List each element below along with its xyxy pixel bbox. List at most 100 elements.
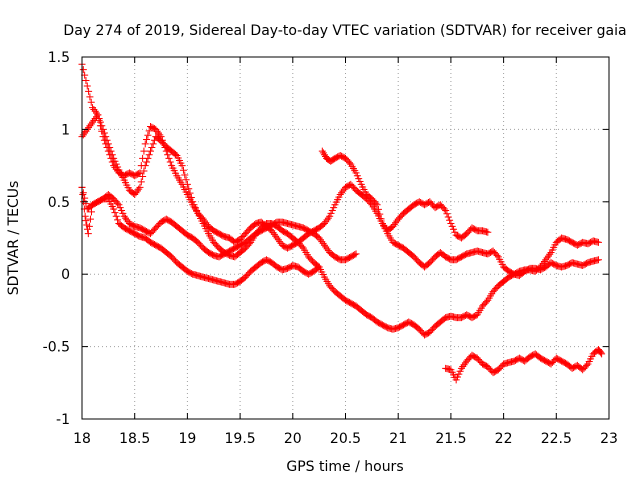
data-point [123,216,131,224]
data-point [273,234,281,242]
data-point [81,212,89,220]
data-point [450,225,458,233]
data-point [440,205,448,213]
y-tick-label: 1 [61,122,70,138]
data-point [355,175,363,183]
data-point [89,104,97,112]
data-point [82,77,90,85]
data-point [144,131,152,139]
data-point [186,189,194,197]
data-point [115,201,123,209]
data-point [328,206,336,214]
data-point [356,178,364,186]
data-point [320,151,328,159]
data-point [104,140,112,148]
data-point [274,236,282,244]
data-point [103,136,111,144]
data-point [372,199,380,207]
data-point [298,243,306,251]
data-point [322,243,330,251]
data-point [444,213,452,221]
data-point [100,129,108,137]
x-tick-label: 20 [284,431,302,447]
data-point [84,230,92,238]
series-track-b [78,111,323,271]
data-point [111,209,119,217]
data-point [141,140,149,148]
x-axis-label: GPS time / hours [286,459,403,475]
data-point [178,162,186,170]
data-point [185,185,193,193]
data-point [270,230,278,238]
data-point [330,204,338,212]
data-marks [78,60,606,384]
data-point [85,222,93,230]
data-point [153,127,161,135]
data-point [191,204,199,212]
data-point [143,158,151,166]
data-point [121,214,129,222]
data-point [145,127,153,135]
data-point [181,171,189,179]
data-point [456,367,464,375]
data-point [144,154,152,162]
data-point [446,216,454,224]
grid-lines [81,56,610,420]
y-tick-label: -1 [56,412,70,428]
x-tick-label: 21.5 [435,431,466,447]
data-point [390,221,398,229]
data-point [193,206,201,214]
data-point [79,131,87,139]
series-track-d [78,183,602,339]
data-point [352,169,360,177]
data-point [143,136,151,144]
data-point [452,376,460,384]
data-point [453,373,461,381]
data-point [544,252,552,260]
data-point [373,201,381,209]
data-point [164,151,172,159]
data-point [114,216,122,224]
data-point [136,169,144,177]
data-point [536,263,544,271]
data-point [137,178,145,186]
data-point [353,172,361,180]
data-point [102,133,110,141]
data-point [594,238,602,246]
data-point [136,183,144,191]
data-point [460,361,468,369]
data-point [149,140,157,148]
data-point [459,363,467,371]
data-point [183,180,191,188]
x-tick-label: 20.5 [330,431,361,447]
data-point [482,298,490,306]
data-point [451,228,459,236]
data-point [378,220,386,228]
data-point [86,215,94,223]
data-point [315,234,323,242]
data-point [316,236,324,244]
data-point [594,256,602,264]
x-tick-label: 23 [600,431,618,447]
data-point [114,163,122,171]
data-point [86,93,94,101]
data-point [148,144,156,151]
data-point [140,147,148,155]
data-point [145,151,153,159]
data-point [90,116,98,124]
y-axis-label: SDTVAR / TECUs [6,181,22,296]
data-point [135,185,143,193]
data-point [85,87,93,95]
data-point [443,210,451,218]
x-tick-label: 18.5 [119,431,150,447]
data-point [152,125,160,133]
data-point [455,370,463,378]
data-point [319,149,327,157]
data-point [324,214,332,222]
x-tick-label: 21 [389,431,407,447]
data-point [110,205,118,213]
data-point [187,193,195,201]
data-point [116,204,124,212]
x-tick-label: 19 [178,431,196,447]
series-track-f [442,345,606,384]
